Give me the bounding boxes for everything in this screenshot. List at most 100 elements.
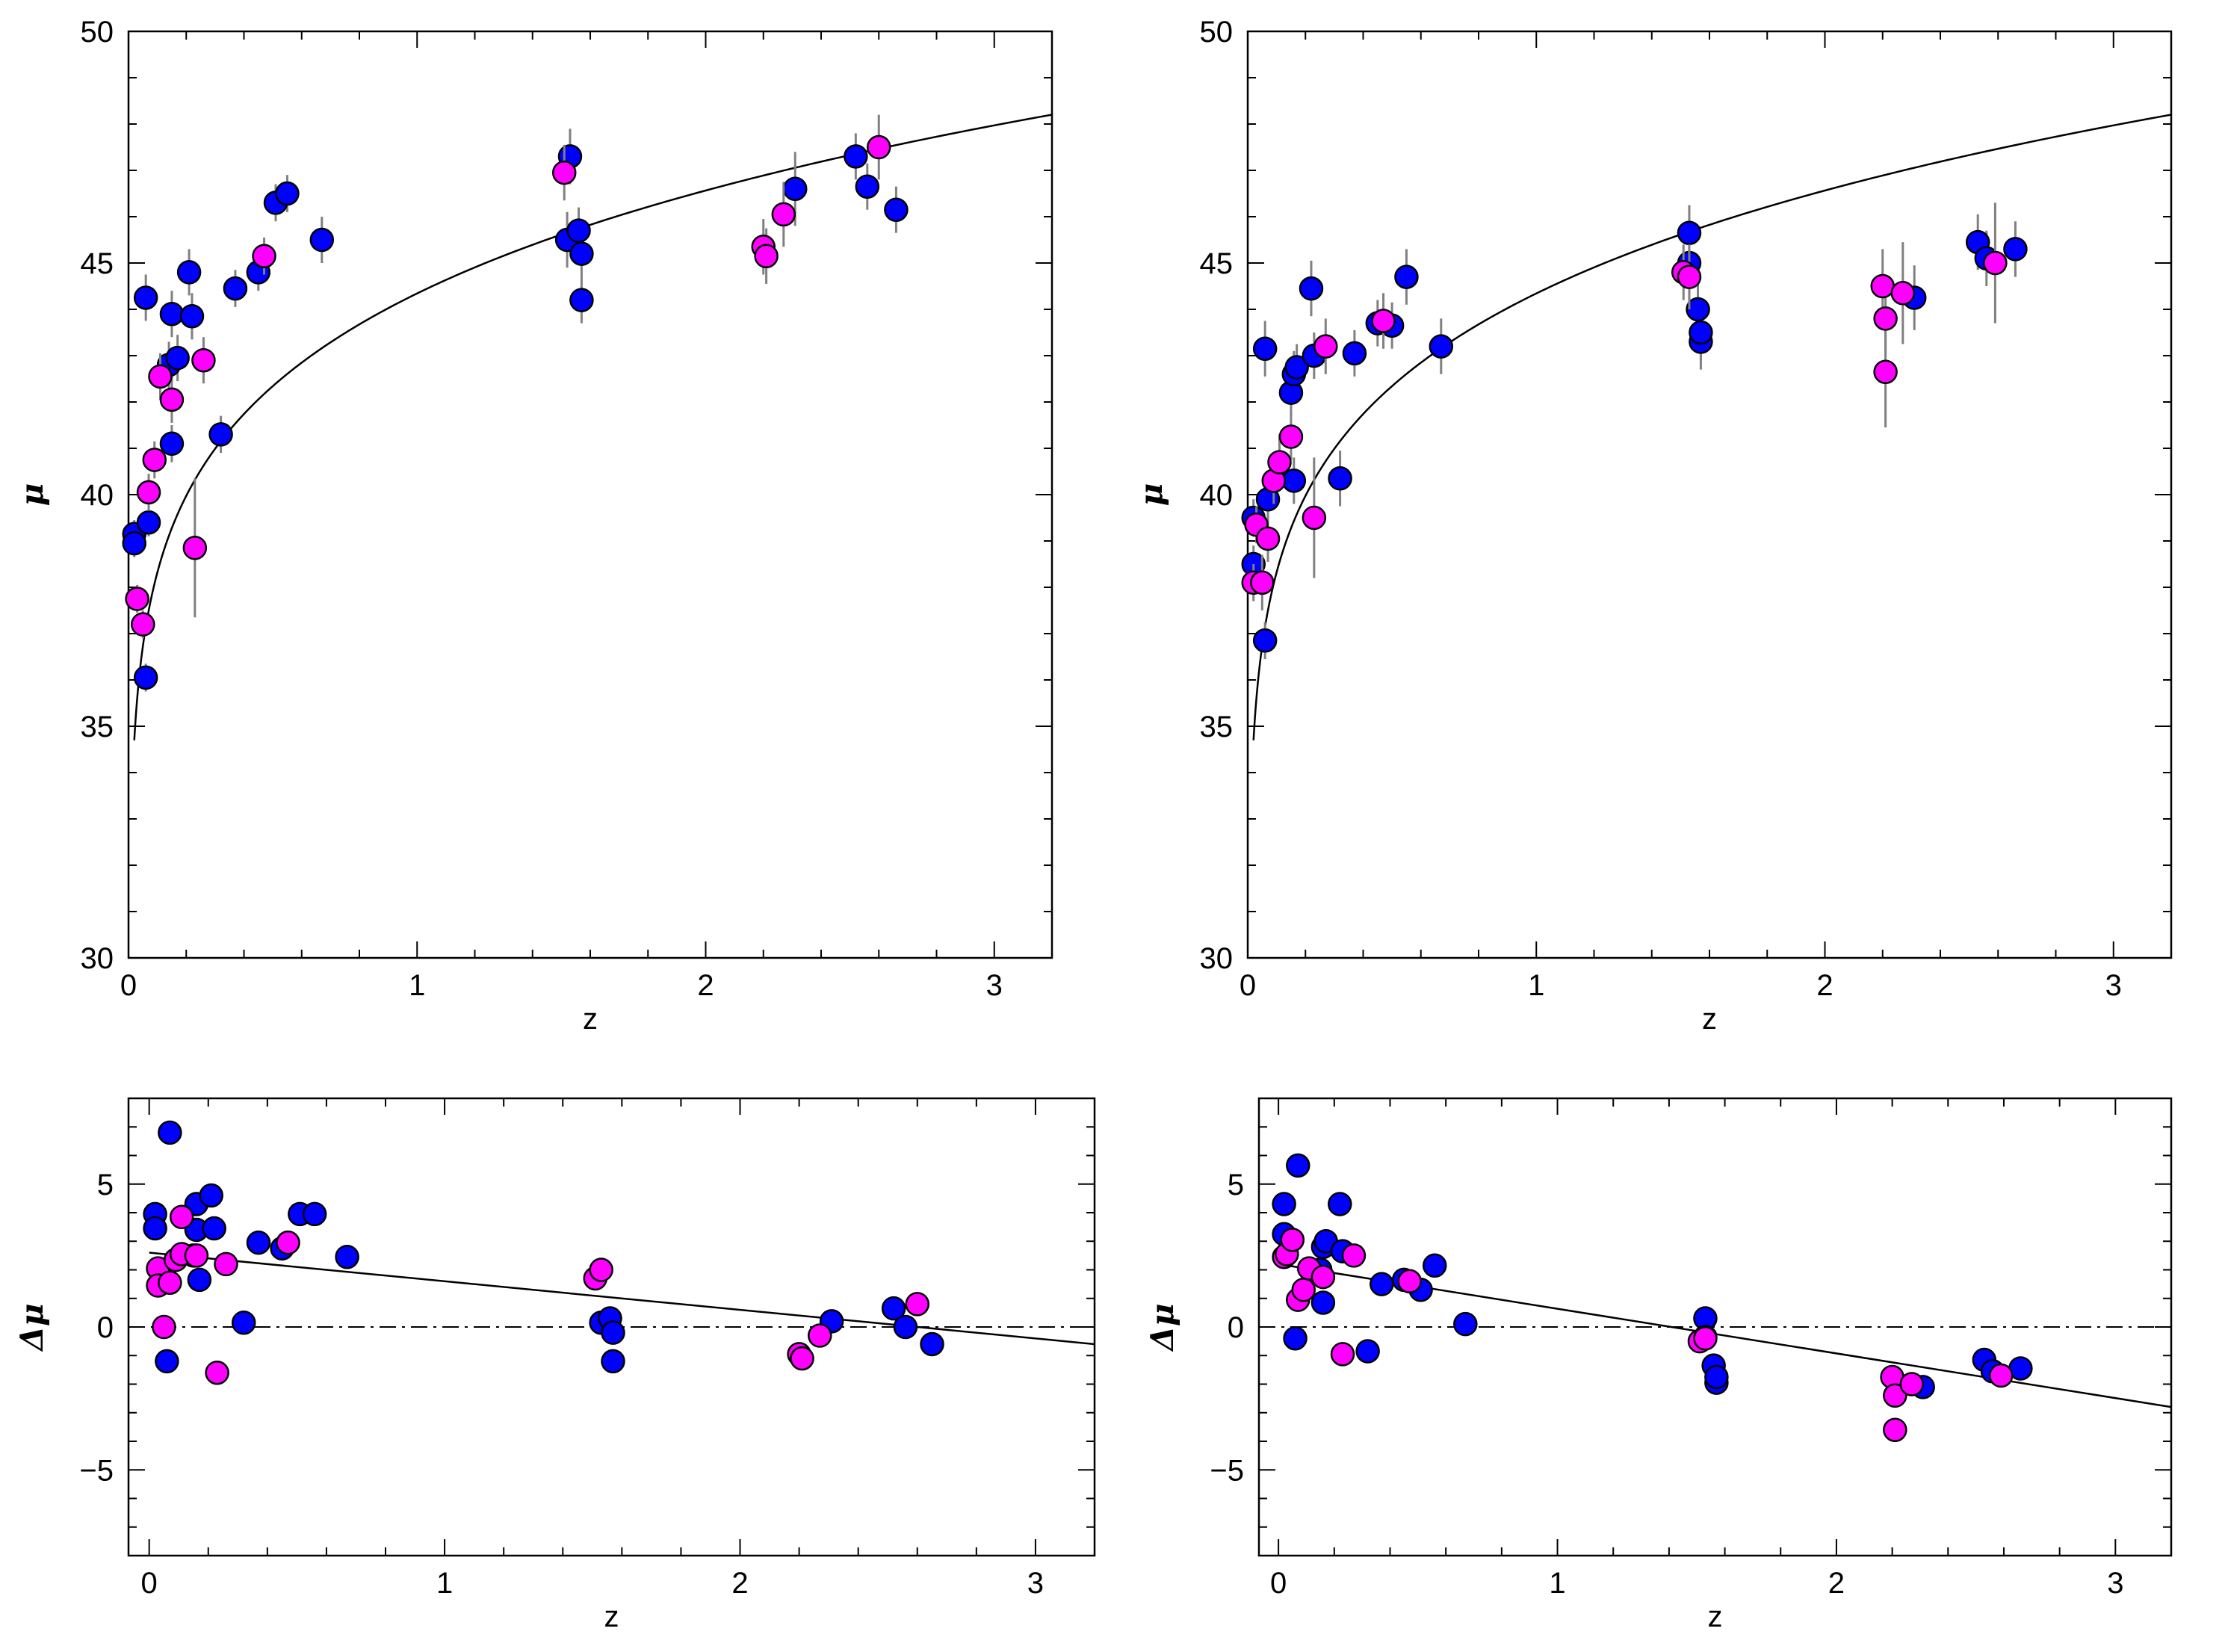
model-curve xyxy=(133,114,1052,740)
data-point-magenta xyxy=(125,587,149,611)
data-point-magenta xyxy=(1397,1269,1422,1294)
data-point-blue xyxy=(1704,1364,1729,1390)
data-point-blue xyxy=(1686,297,1710,322)
data-point-blue xyxy=(246,1230,271,1255)
data-point-blue xyxy=(566,218,591,243)
data-point-magenta xyxy=(205,1360,229,1385)
data-point-blue xyxy=(844,144,868,169)
y-tick-label: 5 xyxy=(97,1169,114,1201)
y-tick-label: −5 xyxy=(79,1454,114,1487)
data-point-magenta xyxy=(148,364,173,389)
data-point-magenta xyxy=(184,1243,209,1268)
series-blue xyxy=(1241,205,2028,660)
data-point-blue xyxy=(165,345,190,371)
data-point-magenta xyxy=(214,1252,238,1277)
data-point-blue xyxy=(855,174,880,199)
data-point-blue xyxy=(1342,341,1367,366)
data-point-blue xyxy=(133,285,158,310)
data-point-blue xyxy=(1310,1290,1336,1315)
series-magenta xyxy=(1272,1228,2014,1442)
x-tick-label: 3 xyxy=(986,969,1003,1002)
data-point-blue xyxy=(136,510,161,535)
data-point-blue xyxy=(275,181,300,206)
data-point-blue xyxy=(133,665,158,690)
data-point-magenta xyxy=(1983,250,2008,276)
data-point-blue xyxy=(1328,466,1352,491)
data-point-magenta xyxy=(169,1204,194,1229)
data-point-magenta xyxy=(1267,450,1292,474)
data-point-magenta xyxy=(1278,424,1304,449)
data-point-blue xyxy=(601,1349,625,1374)
x-tick-label: 1 xyxy=(409,969,425,1002)
data-point-magenta xyxy=(152,1314,176,1340)
data-point-blue xyxy=(920,1331,944,1357)
data-point-blue xyxy=(1252,628,1278,653)
data-point-magenta xyxy=(1313,334,1338,359)
x-tick-label: 0 xyxy=(141,1567,158,1600)
data-point-blue xyxy=(335,1245,359,1269)
data-point-magenta xyxy=(1310,1264,1336,1290)
y-tick-label: 40 xyxy=(1200,479,1234,512)
data-point-magenta xyxy=(1302,505,1327,530)
data-point-magenta xyxy=(1330,1342,1355,1367)
y-tick-label: 0 xyxy=(97,1311,114,1344)
series-magenta xyxy=(146,1204,930,1385)
data-point-blue xyxy=(2003,237,2028,262)
y-tick-label: −5 xyxy=(1210,1454,1244,1487)
data-point-blue xyxy=(1689,320,1713,345)
x-tick-label: 0 xyxy=(1270,1567,1287,1600)
y-tick-label: 35 xyxy=(1200,711,1234,743)
x-tick-label: 0 xyxy=(1240,969,1256,1002)
data-point-blue xyxy=(569,241,594,266)
y-tick-label: 45 xyxy=(81,247,114,280)
series-magenta xyxy=(1241,202,2008,610)
data-point-magenta xyxy=(131,612,155,637)
data-point-blue xyxy=(231,1311,256,1335)
y-tick-label: 5 xyxy=(1228,1169,1244,1201)
x-tick-label: 3 xyxy=(2107,1567,2123,1600)
x-axis-title: z xyxy=(1708,1600,1723,1633)
x-tick-label: 3 xyxy=(1027,1567,1044,1600)
data-point-blue xyxy=(1252,336,1278,361)
data-point-magenta xyxy=(159,387,185,412)
data-point-blue xyxy=(187,1267,212,1293)
data-point-blue xyxy=(143,1216,167,1241)
data-point-blue xyxy=(1394,264,1419,289)
data-point-magenta xyxy=(1890,281,1916,306)
data-point-blue xyxy=(1328,1192,1352,1216)
data-point-magenta xyxy=(158,1270,182,1295)
series-blue xyxy=(122,129,909,692)
y-axis-title: μ xyxy=(1133,483,1169,507)
data-point-magenta xyxy=(867,134,891,160)
data-point-magenta xyxy=(589,1257,613,1282)
series-blue xyxy=(1272,1153,2033,1399)
data-point-magenta xyxy=(1873,359,1898,384)
chart-panel-top-right: 0 1 2 3 30 35 40 45 50 z μ xyxy=(1133,16,2173,1036)
data-point-magenta xyxy=(1255,526,1281,551)
data-point-magenta xyxy=(771,202,796,227)
data-point-blue xyxy=(782,176,808,202)
data-point-blue xyxy=(1281,468,1307,493)
y-tick-label: 30 xyxy=(81,942,114,975)
data-point-blue xyxy=(199,1183,223,1208)
data-point-magenta xyxy=(1371,309,1396,333)
data-point-blue xyxy=(1429,334,1454,359)
y-tick-label: 30 xyxy=(1200,942,1234,975)
x-axis-title: z xyxy=(604,1600,619,1633)
data-point-blue xyxy=(302,1201,327,1227)
data-point-magenta xyxy=(808,1323,832,1348)
x-tick-label: 0 xyxy=(120,969,137,1002)
data-point-blue xyxy=(155,1349,179,1374)
chart-panel-bottom-left: 0 1 2 3 −5 0 5 z Δμ xyxy=(13,1097,1096,1633)
data-point-magenta xyxy=(1870,273,1895,299)
series-blue xyxy=(143,1120,944,1374)
data-point-blue xyxy=(202,1216,226,1241)
y-tick-label: 45 xyxy=(1200,247,1234,280)
data-point-magenta xyxy=(1250,570,1275,595)
data-point-blue xyxy=(569,288,594,312)
data-point-blue xyxy=(1422,1253,1447,1278)
data-point-magenta xyxy=(1899,1372,1924,1396)
data-point-magenta xyxy=(790,1346,814,1371)
data-point-magenta xyxy=(1693,1326,1718,1351)
